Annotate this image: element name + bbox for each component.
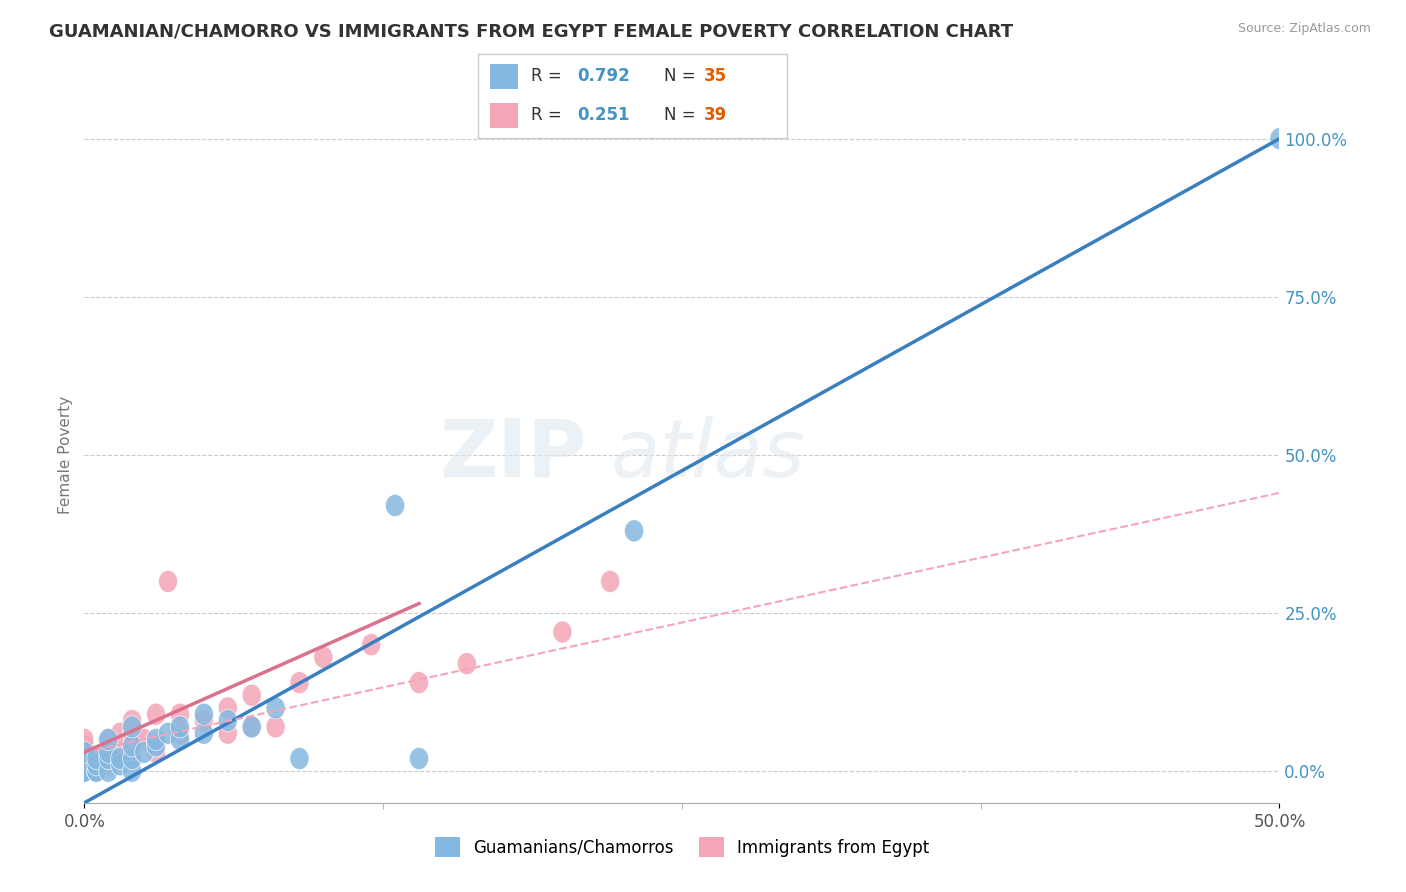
Ellipse shape (75, 741, 94, 764)
Ellipse shape (159, 570, 177, 592)
Ellipse shape (98, 741, 118, 764)
Ellipse shape (266, 715, 285, 738)
Ellipse shape (146, 703, 166, 725)
Text: N =: N = (664, 106, 700, 124)
Ellipse shape (111, 723, 129, 744)
Ellipse shape (75, 760, 94, 782)
Ellipse shape (242, 684, 262, 706)
Ellipse shape (146, 741, 166, 764)
Ellipse shape (146, 735, 166, 757)
Ellipse shape (290, 747, 309, 770)
Ellipse shape (122, 715, 142, 738)
Ellipse shape (75, 754, 94, 776)
Ellipse shape (122, 735, 142, 757)
Ellipse shape (242, 715, 262, 738)
Ellipse shape (98, 760, 118, 782)
Ellipse shape (218, 709, 238, 731)
Ellipse shape (385, 494, 405, 516)
Ellipse shape (87, 747, 105, 770)
Ellipse shape (146, 735, 166, 757)
Text: GUAMANIAN/CHAMORRO VS IMMIGRANTS FROM EGYPT FEMALE POVERTY CORRELATION CHART: GUAMANIAN/CHAMORRO VS IMMIGRANTS FROM EG… (49, 22, 1014, 40)
Ellipse shape (266, 697, 285, 719)
Ellipse shape (242, 715, 262, 738)
Text: ZIP: ZIP (439, 416, 586, 494)
Ellipse shape (98, 754, 118, 776)
Ellipse shape (218, 697, 238, 719)
Ellipse shape (111, 741, 129, 764)
Text: Source: ZipAtlas.com: Source: ZipAtlas.com (1237, 22, 1371, 36)
Ellipse shape (135, 741, 153, 764)
Ellipse shape (135, 729, 153, 751)
Ellipse shape (98, 729, 118, 751)
Ellipse shape (75, 760, 94, 782)
Ellipse shape (122, 747, 142, 770)
Y-axis label: Female Poverty: Female Poverty (58, 396, 73, 514)
Ellipse shape (170, 715, 190, 738)
Ellipse shape (98, 747, 118, 770)
Ellipse shape (111, 747, 129, 770)
Ellipse shape (1270, 128, 1289, 150)
Ellipse shape (194, 703, 214, 725)
Ellipse shape (75, 747, 94, 770)
Text: 0.251: 0.251 (576, 106, 630, 124)
Ellipse shape (87, 754, 105, 776)
Ellipse shape (146, 729, 166, 751)
Ellipse shape (75, 741, 94, 764)
Ellipse shape (75, 735, 94, 757)
Ellipse shape (553, 621, 572, 643)
Ellipse shape (159, 723, 177, 744)
Ellipse shape (170, 729, 190, 751)
Ellipse shape (87, 760, 105, 782)
Bar (491, 63, 519, 89)
Ellipse shape (170, 723, 190, 744)
Ellipse shape (290, 672, 309, 694)
Text: 39: 39 (704, 106, 727, 124)
Ellipse shape (87, 760, 105, 782)
Ellipse shape (87, 760, 105, 782)
Text: R =: R = (530, 68, 567, 86)
Ellipse shape (87, 754, 105, 776)
Text: N =: N = (664, 68, 700, 86)
Ellipse shape (218, 723, 238, 744)
Ellipse shape (600, 570, 620, 592)
Ellipse shape (361, 633, 381, 656)
Ellipse shape (122, 709, 142, 731)
Ellipse shape (75, 729, 94, 751)
Ellipse shape (75, 760, 94, 782)
Ellipse shape (122, 747, 142, 770)
Ellipse shape (194, 709, 214, 731)
Ellipse shape (624, 520, 644, 541)
Ellipse shape (98, 741, 118, 764)
Text: 0.792: 0.792 (576, 68, 630, 86)
Ellipse shape (111, 754, 129, 776)
Ellipse shape (75, 760, 94, 782)
Ellipse shape (314, 646, 333, 668)
Text: R =: R = (530, 106, 567, 124)
Text: atlas: atlas (610, 416, 806, 494)
Text: 35: 35 (704, 68, 727, 86)
Ellipse shape (122, 735, 142, 757)
Ellipse shape (194, 723, 214, 744)
Ellipse shape (75, 754, 94, 776)
Ellipse shape (87, 747, 105, 770)
Legend: Guamanians/Chamorros, Immigrants from Egypt: Guamanians/Chamorros, Immigrants from Eg… (427, 830, 936, 864)
Ellipse shape (122, 760, 142, 782)
Ellipse shape (409, 747, 429, 770)
Ellipse shape (409, 672, 429, 694)
Ellipse shape (170, 703, 190, 725)
Ellipse shape (75, 747, 94, 770)
Ellipse shape (122, 723, 142, 744)
Ellipse shape (457, 653, 477, 674)
Bar (491, 103, 519, 128)
Ellipse shape (98, 729, 118, 751)
